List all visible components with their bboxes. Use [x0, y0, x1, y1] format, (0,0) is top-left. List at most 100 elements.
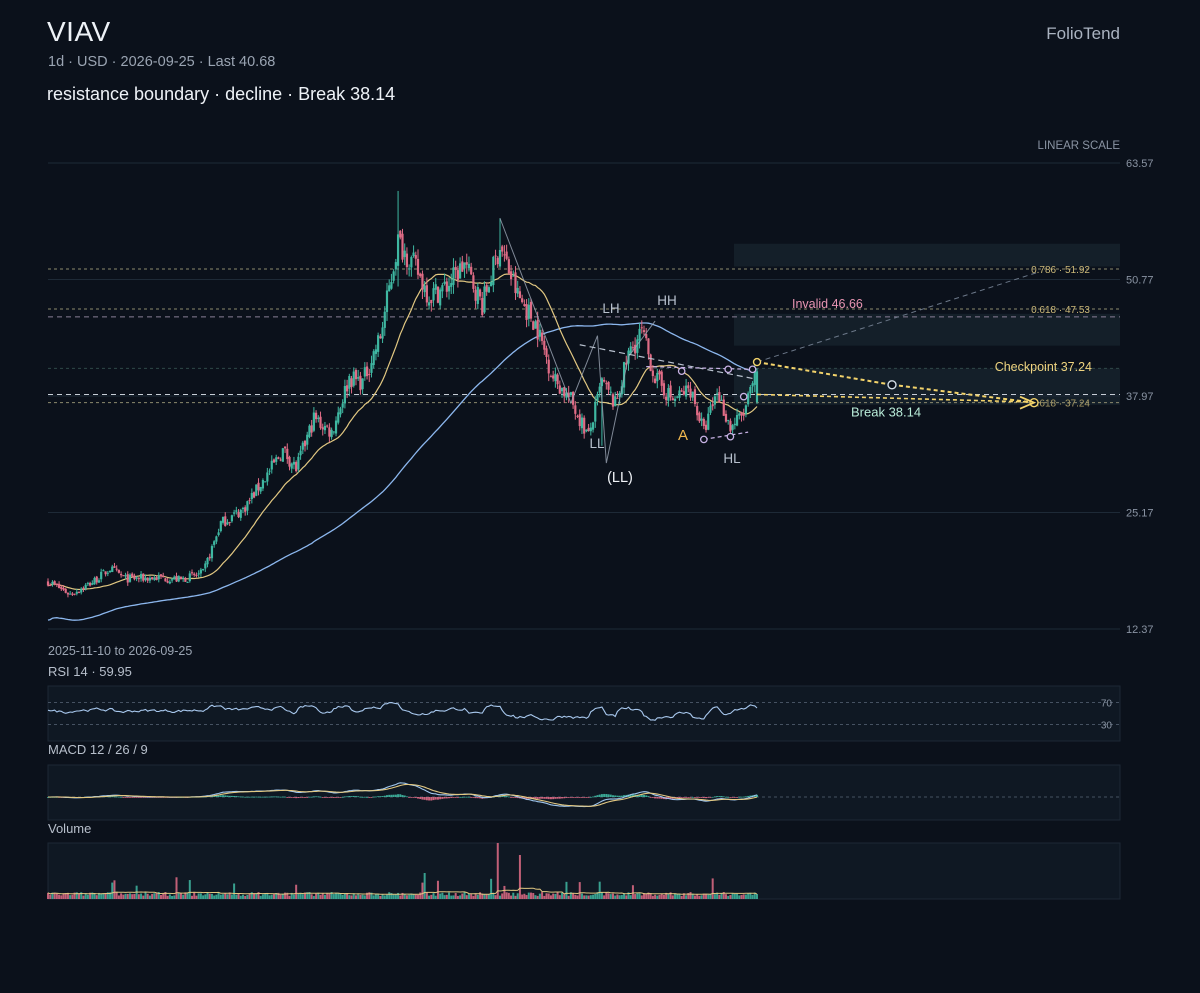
- volume-bar: [496, 843, 499, 899]
- swing-label: HH: [657, 293, 677, 308]
- macd-histogram-bar: [700, 797, 703, 798]
- volume-bar: [233, 883, 236, 899]
- volume-bar: [594, 893, 597, 899]
- volume-bar: [230, 894, 233, 899]
- candle-body: [514, 272, 517, 294]
- candle-body: [323, 425, 327, 431]
- volume-bar: [521, 894, 524, 899]
- volume-bar: [250, 892, 253, 899]
- candle-body: [275, 457, 278, 462]
- volume-bar: [507, 892, 510, 899]
- candle-body: [744, 405, 748, 414]
- volume-bar: [596, 892, 599, 899]
- macd-histogram-bar: [257, 796, 260, 798]
- candle-body: [676, 396, 679, 398]
- target-arrow-icon: [1019, 395, 1037, 410]
- candle-body: [665, 396, 668, 401]
- volume-bar: [592, 894, 595, 899]
- macd-histogram-bar: [284, 796, 287, 798]
- volume-bar: [312, 895, 315, 899]
- macd-histogram-bar: [541, 797, 544, 799]
- macd-histogram-bar: [479, 797, 482, 799]
- macd-title: MACD 12 / 26 / 9: [48, 742, 148, 757]
- volume-bar: [552, 893, 555, 899]
- macd-histogram-bar: [295, 797, 298, 799]
- macd-histogram-bar: [224, 795, 227, 797]
- candle-body: [122, 575, 125, 577]
- macd-histogram-bar: [131, 797, 134, 798]
- volume-bar: [614, 895, 617, 899]
- volume-bar: [164, 892, 167, 899]
- candle-body: [403, 250, 406, 258]
- candle-body: [707, 413, 710, 430]
- y-axis-tick-label: 37.97: [1126, 391, 1154, 403]
- volume-bar: [295, 884, 298, 899]
- volume-bar: [86, 894, 89, 899]
- candle-body: [213, 541, 216, 545]
- volume-bar: [700, 895, 703, 899]
- macd-histogram-bar: [651, 797, 654, 798]
- volume-bar: [658, 894, 661, 899]
- macd-histogram-bar: [246, 796, 249, 798]
- candle-body: [97, 580, 101, 583]
- candle-body: [317, 417, 320, 420]
- volume-bar: [53, 892, 56, 899]
- volume-panel-bg: [47, 842, 1121, 900]
- candle-body: [175, 575, 178, 582]
- volume-bar: [222, 894, 225, 899]
- volume-bar: [698, 895, 701, 899]
- macd-histogram-bar: [687, 797, 690, 798]
- volume-bar: [78, 893, 81, 899]
- macd-histogram-bar: [554, 797, 557, 799]
- candle-body: [603, 379, 606, 382]
- volume-bar: [111, 882, 114, 899]
- volume-bar: [109, 892, 112, 899]
- macd-histogram-bar: [264, 796, 267, 798]
- volume-bar: [716, 892, 719, 899]
- macd-histogram-bar: [656, 797, 659, 799]
- macd-histogram-bar: [556, 797, 559, 799]
- macd-histogram-bar: [286, 797, 289, 798]
- macd-histogram-bar: [514, 797, 517, 798]
- volume-bar: [687, 893, 690, 899]
- macd-histogram-bar: [439, 797, 442, 800]
- candle-body: [266, 472, 269, 482]
- rsi-title: RSI 14 · 59.95: [48, 664, 132, 679]
- candle-body: [88, 582, 92, 586]
- candle-body: [749, 386, 752, 394]
- macd-histogram-bar: [742, 796, 745, 798]
- candle-body: [57, 583, 61, 589]
- volume-bar: [556, 892, 559, 899]
- candle-body: [241, 507, 245, 509]
- volume-bar: [439, 893, 442, 899]
- volume-bar: [374, 893, 377, 899]
- pivot-marker-0: [677, 367, 686, 376]
- candle-body: [321, 427, 324, 430]
- macd-histogram-bar: [607, 794, 610, 797]
- candle-body: [133, 575, 136, 580]
- volume-bar: [308, 892, 311, 899]
- volume-bar: [73, 892, 76, 899]
- pivot-marker-2: [748, 365, 757, 374]
- volume-bar: [104, 893, 107, 899]
- volume-bar: [461, 893, 464, 899]
- candle-body: [538, 329, 541, 337]
- macd-histogram-bar: [682, 797, 685, 798]
- volume-bar: [651, 895, 654, 899]
- candle-body: [700, 418, 703, 421]
- macd-histogram-bar: [510, 797, 513, 798]
- macd-histogram-bar: [609, 794, 612, 797]
- candle-body: [645, 334, 648, 339]
- volume-bar: [445, 894, 448, 899]
- volume-bar: [392, 894, 395, 899]
- volume-bar: [385, 894, 388, 899]
- macd-histogram-bar: [319, 796, 322, 798]
- candle-body: [210, 546, 214, 559]
- candle-body: [215, 536, 218, 542]
- candle-body: [277, 457, 280, 459]
- macd-histogram-bar: [430, 797, 433, 801]
- volume-bar: [485, 894, 488, 899]
- macd-histogram-bar: [747, 795, 750, 797]
- candle-body: [507, 259, 510, 274]
